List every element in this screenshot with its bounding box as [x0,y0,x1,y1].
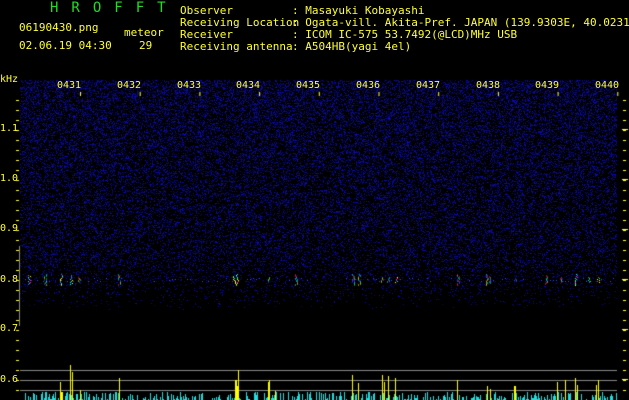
freq-tick-label: 0.8 [0,274,19,285]
info-label-receiver: Receiver [180,28,233,41]
filename: 06190430.png [19,21,99,34]
time-tick-label: 0433 [177,80,202,91]
info-value-receiver: : ICOM IC-575 53.7492(@LCD)MHz USB [292,28,518,41]
time-tick-label: 0437 [416,80,441,91]
time-tick-label: 0434 [236,80,261,91]
meteor-count: 29 [139,39,153,52]
y-unit-label: kHz [0,74,19,85]
time-tick-label: 0438 [476,80,501,91]
time-tick-label: 0436 [356,80,381,91]
freq-tick-label: 0.7 [0,323,19,334]
info-value-antenna: : A504HB(yagi 4el) [292,40,412,53]
freq-tick-label: 1.1 [0,123,19,134]
info-value-observer: : Masayuki Kobayashi [292,4,425,17]
time-tick-label: 0432 [117,80,142,91]
info-value-location: : Ogata-vill. Akita-Pref. JAPAN (139.930… [292,16,629,29]
time-tick-label: 0440 [595,80,620,91]
app-title: HROFFT [50,0,179,16]
time-tick-label: 0431 [57,80,82,91]
info-label-observer: Observer [180,4,233,17]
freq-tick-label: 1.0 [0,173,19,184]
info-label-location: Receiving Location [180,16,300,29]
time-tick-label: 0439 [535,80,560,91]
time-tick-label: 0435 [296,80,321,91]
freq-tick-label: 0.6 [0,374,19,385]
info-label-antenna: Receiving antenna [180,40,293,53]
meteor-label: meteor [124,26,164,39]
datetime: 02.06.19 04:30 [19,39,112,52]
freq-tick-label: 0.9 [0,223,19,234]
